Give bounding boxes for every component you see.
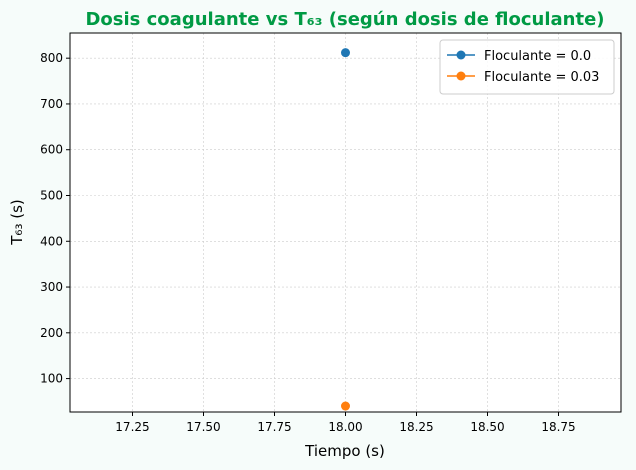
x-tick-label: 18.00: [328, 420, 362, 434]
legend: Floculante = 0.0 Floculante = 0.03: [439, 39, 615, 95]
y-tick-label: 400: [40, 234, 63, 248]
legend-label: Floculante = 0.0: [484, 49, 591, 64]
x-tick-label: 18.50: [470, 420, 504, 434]
y-tick-label: 300: [40, 280, 63, 294]
x-tick-label: 18.25: [399, 420, 433, 434]
legend-marker: [456, 71, 466, 81]
x-tick-label: 17.25: [115, 420, 149, 434]
y-tick-label: 100: [40, 372, 63, 386]
y-axis: 100 200 300 400 500 600 700 800: [40, 51, 70, 386]
chart-title: Dosis coagulante vs T₆₃ (según dosis de …: [85, 9, 604, 30]
grid: [70, 33, 621, 412]
data-point-series-1: [341, 48, 350, 58]
x-axis: 17.25 17.50 17.75 18.00 18.25 18.50 18.75: [115, 412, 576, 434]
x-axis-label: Tiempo (s): [304, 442, 385, 460]
y-tick-label: 600: [40, 143, 63, 157]
data-marks: [341, 48, 350, 411]
y-tick-label: 700: [40, 97, 63, 111]
legend-marker: [456, 50, 466, 60]
y-axis-label: T₆₃ (s): [8, 199, 26, 245]
plot-frame: [69, 32, 622, 413]
legend-label: Floculante = 0.03: [484, 70, 599, 85]
y-tick-label: 800: [40, 51, 63, 65]
data-point-series-2: [341, 401, 350, 411]
x-tick-label: 17.50: [186, 420, 220, 434]
y-tick-label: 500: [40, 188, 63, 202]
x-tick-label: 17.75: [257, 420, 291, 434]
y-tick-label: 200: [40, 326, 63, 340]
legend-box: [439, 39, 615, 95]
x-tick-label: 18.75: [541, 420, 575, 434]
